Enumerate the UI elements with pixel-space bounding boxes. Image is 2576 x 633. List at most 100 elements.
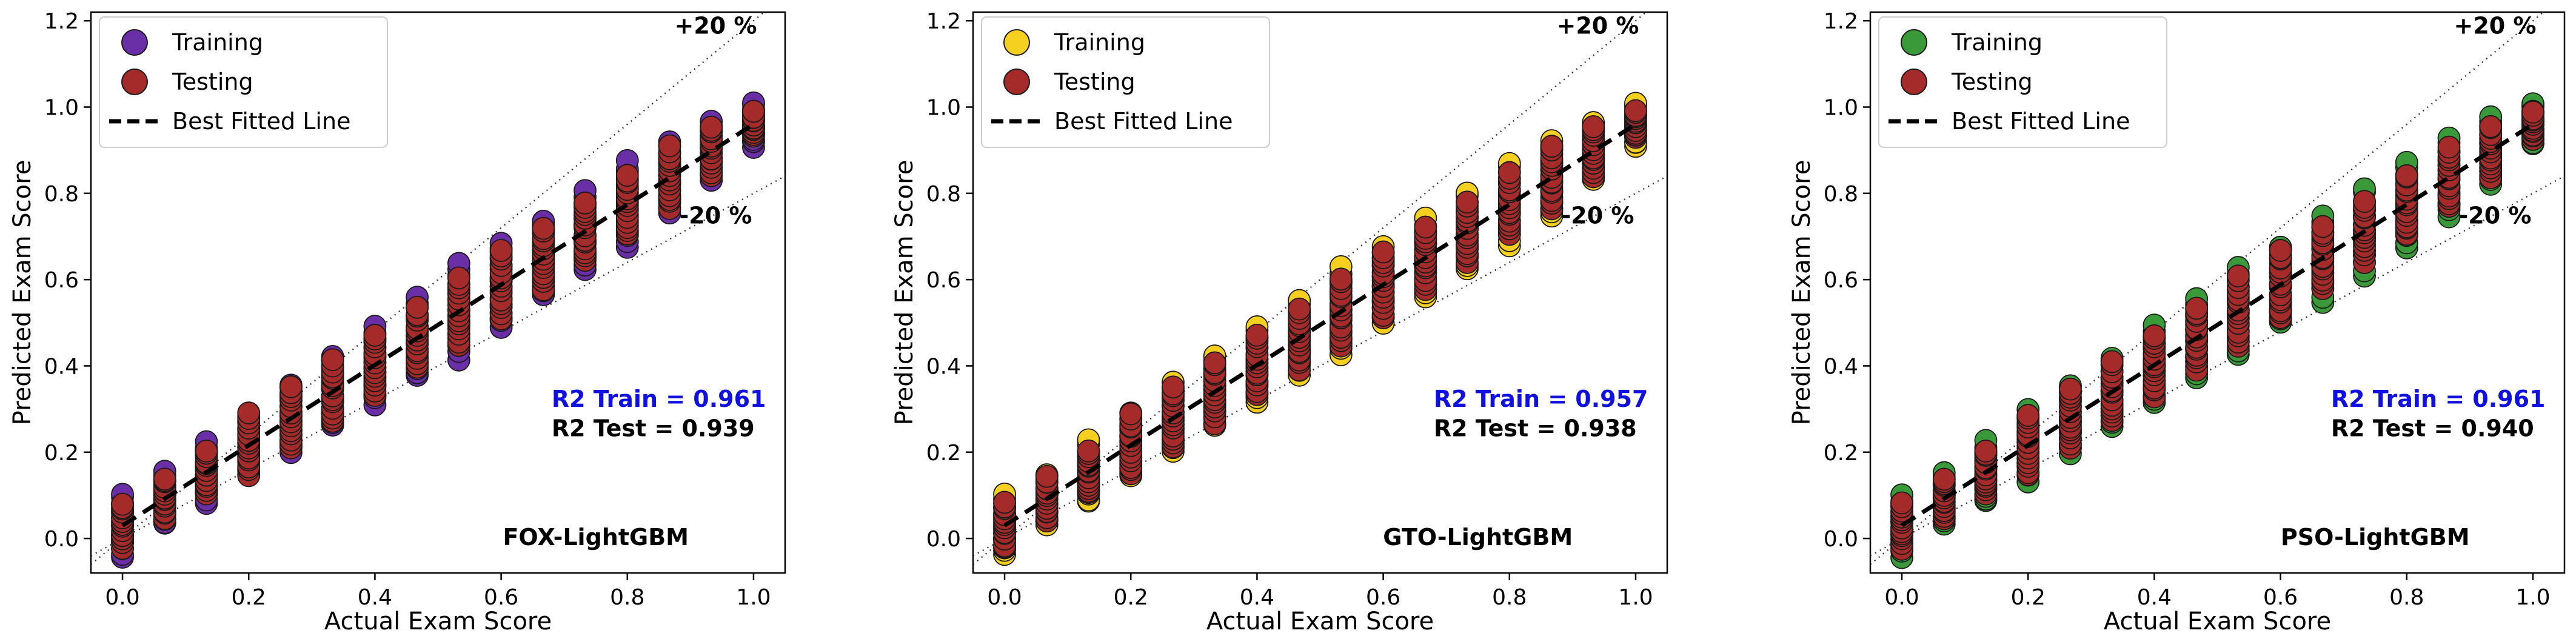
x-tick-label: 0.2	[2011, 585, 2046, 610]
y-tick-label: 1.0	[1824, 96, 1858, 121]
legend: Training Testing Best Fitted Line	[981, 16, 1270, 148]
axes-frame	[1869, 11, 2566, 574]
legend-fit-label: Best Fitted Line	[1952, 108, 2130, 135]
y-tick-label: 0.0	[44, 527, 79, 552]
axes-frame	[90, 11, 786, 574]
testing-point	[1582, 115, 1605, 138]
testing-point	[1162, 375, 1185, 399]
testing-point	[279, 375, 303, 398]
testing-point	[2395, 164, 2418, 187]
testing-point	[2143, 324, 2166, 347]
legend: Training Testing Best Fitted Line	[1878, 16, 2167, 148]
testing-point	[993, 491, 1016, 514]
testing-point	[1456, 190, 1479, 214]
panel-3: 0.0 0.2 0.4 0.6 0.8 1.0 0.0 0.2 0.4 0.6 0.8 1.0 1.2 A…	[1788, 9, 2566, 633]
x-tick-label: 0.8	[610, 585, 644, 610]
x-tick-label: 1.0	[1618, 585, 1653, 610]
upper-band-label: +20 %	[674, 13, 757, 39]
testing-point	[1288, 297, 1311, 321]
legend-fit-label: Best Fitted Line	[172, 108, 350, 135]
testing-point	[1974, 439, 1998, 463]
upper-band-line	[91, 12, 766, 565]
x-axis-label: Actual Exam Score	[1206, 608, 1434, 631]
lower-band-label: -20 %	[2459, 203, 2532, 229]
testing-point	[2353, 190, 2376, 213]
x-tick-label: 0.6	[1366, 585, 1400, 610]
legend-training-label: Training	[172, 29, 263, 56]
y-tick-label: 0.6	[1824, 268, 1858, 293]
legend-testing-label: Testing	[1054, 69, 1136, 95]
x-tick-label: 0.2	[1114, 585, 1148, 610]
testing-point	[153, 467, 176, 491]
r2-test-label: R2 Test = 0.940	[2331, 415, 2534, 441]
x-tick-label: 0.2	[232, 585, 266, 610]
legend-box	[1878, 16, 2167, 148]
testing-point	[2437, 135, 2461, 159]
plot-area	[1870, 12, 2564, 569]
legend-training-marker	[1901, 29, 1927, 56]
testing-point	[2059, 377, 2082, 401]
testing-point	[574, 191, 597, 215]
testing-point	[1119, 402, 1143, 426]
upper-band-label: +20 %	[1556, 13, 1639, 39]
best-fit-line	[121, 122, 755, 528]
legend-box	[99, 16, 388, 148]
plot-area	[91, 12, 785, 569]
testing-point	[1077, 439, 1100, 463]
x-tick-label: 1.0	[736, 585, 771, 610]
testing-point	[2226, 264, 2250, 288]
legend-testing-marker	[1901, 69, 1927, 95]
y-tick-label: 0.0	[1824, 527, 1858, 552]
x-tick-label: 0.0	[1884, 585, 1919, 610]
model-label: FOX-LightGBM	[503, 524, 689, 551]
x-tick-label: 0.4	[1240, 585, 1274, 610]
upper-band-line	[1870, 12, 2545, 565]
legend-training-marker	[1003, 29, 1030, 56]
legend-testing-label: Testing	[172, 69, 253, 95]
testing-point	[195, 439, 218, 463]
y-tick-label: 0.2	[44, 441, 79, 466]
x-tick-label: 0.6	[484, 585, 518, 610]
testing-point	[321, 348, 344, 372]
upper-band-label: +20 %	[2454, 13, 2536, 39]
y-tick-label: 0.8	[44, 182, 79, 207]
r2-test-label: R2 Test = 0.939	[552, 415, 755, 441]
axes-frame	[972, 11, 1668, 574]
x-tick-label: 0.4	[2137, 585, 2172, 610]
panel-2: 0.0 0.2 0.4 0.6 0.8 1.0 0.0 0.2 0.4 0.6 0.8 1.0 1.2 A…	[891, 9, 1668, 633]
testing-point	[2100, 350, 2124, 373]
r2-train-label: R2 Train = 0.961	[2331, 386, 2546, 412]
legend-testing-marker	[1003, 69, 1030, 95]
testing-point	[700, 115, 723, 139]
y-tick-label: 0.4	[1824, 354, 1858, 379]
testing-point	[1540, 135, 1564, 158]
y-tick-label: 1.2	[926, 9, 961, 34]
lower-band-label: -20 %	[1562, 203, 1634, 229]
testing-point	[2521, 100, 2544, 124]
y-axis-label: Predicted Exam Score	[1788, 160, 1816, 426]
legend-training-label: Training	[1951, 29, 2042, 56]
x-tick-label: 0.8	[2389, 585, 2424, 610]
testing-point	[1245, 323, 1269, 347]
testing-point	[406, 295, 429, 319]
legend-testing-marker	[121, 69, 148, 95]
x-tick-label: 0.8	[1492, 585, 1527, 610]
model-label: PSO-LightGBM	[2281, 524, 2470, 551]
y-tick-label: 0.8	[926, 182, 961, 207]
testing-point	[1371, 240, 1395, 264]
testing-point	[363, 324, 387, 347]
testing-point	[2016, 404, 2040, 427]
y-tick-label: 0.6	[926, 268, 961, 293]
x-tick-label: 0.0	[987, 585, 1022, 610]
testing-point	[1497, 161, 1521, 184]
testing-point	[1414, 215, 1437, 239]
y-tick-label: 0.6	[44, 268, 79, 293]
testing-point	[1329, 267, 1353, 291]
r2-train-label: R2 Train = 0.961	[552, 386, 766, 412]
legend-box	[981, 16, 1270, 148]
y-tick-label: 0.4	[44, 354, 79, 379]
legend-training-label: Training	[1054, 29, 1145, 56]
x-tick-label: 0.4	[358, 585, 392, 610]
best-fit-line	[1901, 122, 2534, 528]
